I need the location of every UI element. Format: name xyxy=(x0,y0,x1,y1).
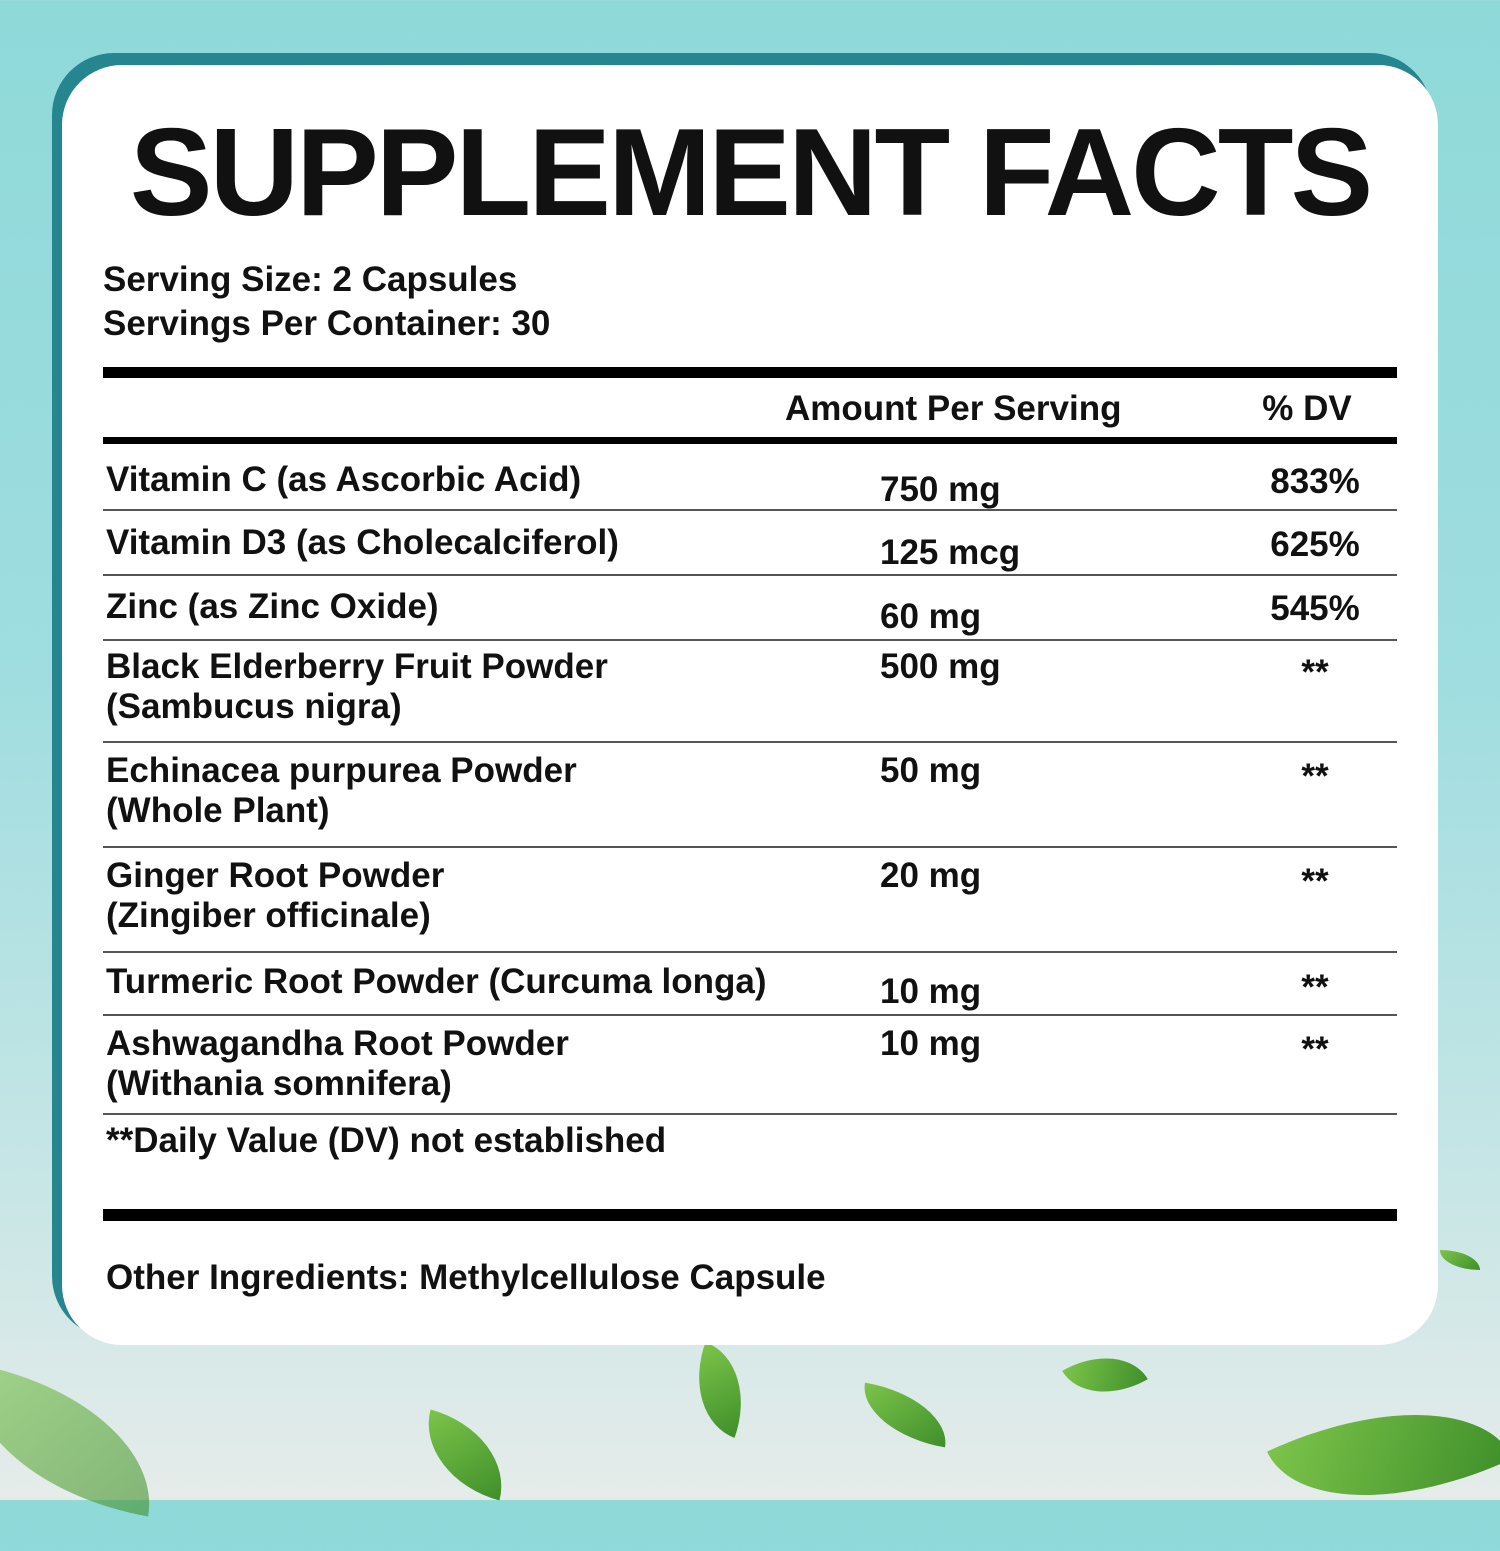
leaf-decoration xyxy=(678,1342,762,1438)
ingredient-name: Vitamin C (as Ascorbic Acid) xyxy=(106,460,582,499)
other-ingredients: Other Ingredients: Methylcellulose Capsu… xyxy=(106,1258,826,1297)
leaf-decoration xyxy=(1062,1335,1148,1415)
row-divider xyxy=(103,846,1397,848)
ingredient-name: Ashwagandha Root Powder xyxy=(106,1024,569,1063)
ingredient-name: Turmeric Root Powder (Curcuma longa) xyxy=(106,962,767,1001)
ingredient-dv: 545% xyxy=(1270,589,1360,628)
divider-thick xyxy=(103,1209,1397,1221)
ingredient-name: Zinc (as Zinc Oxide) xyxy=(106,587,439,626)
ingredient-amount: 10 mg xyxy=(880,1024,982,1063)
row-divider xyxy=(103,1113,1397,1115)
ingredient-amount: 10 mg xyxy=(880,972,982,1011)
ingredient-dv: ** xyxy=(1301,653,1329,692)
leaf-decoration xyxy=(412,1409,518,1501)
leaf-decoration xyxy=(0,1363,169,1517)
ingredient-name: Ginger Root Powder xyxy=(106,856,445,895)
row-divider xyxy=(103,1014,1397,1016)
ingredient-amount: 60 mg xyxy=(880,597,982,636)
ingredient-name: (Sambucus nigra) xyxy=(106,687,402,726)
leaf-decoration xyxy=(1440,1250,1480,1270)
page-title: SUPPLEMENT FACTS xyxy=(129,104,1373,242)
row-divider xyxy=(103,639,1397,641)
leaf-decoration xyxy=(856,1382,954,1448)
row-divider xyxy=(103,741,1397,743)
ingredient-dv: 625% xyxy=(1270,525,1360,564)
ingredient-name: Vitamin D3 (as Cholecalciferol) xyxy=(106,523,619,562)
header-dv: % DV xyxy=(1262,389,1352,428)
ingredient-name: (Zingiber officinale) xyxy=(106,896,431,935)
ingredient-amount: 20 mg xyxy=(880,856,982,895)
ingredient-dv: ** xyxy=(1301,757,1329,796)
footnote: **Daily Value (DV) not established xyxy=(106,1121,667,1160)
ingredient-dv: ** xyxy=(1301,1030,1329,1069)
ingredient-amount: 500 mg xyxy=(880,647,1001,686)
servings-per-container: Servings Per Container: 30 xyxy=(103,304,551,343)
row-divider xyxy=(103,574,1397,576)
ingredient-name: (Whole Plant) xyxy=(106,791,330,830)
row-divider xyxy=(103,951,1397,953)
ingredient-amount: 50 mg xyxy=(880,751,982,790)
header-amount: Amount Per Serving xyxy=(785,389,1122,428)
divider-thick xyxy=(103,437,1397,444)
ingredient-name: Echinacea purpurea Powder xyxy=(106,751,577,790)
ingredient-name: Black Elderberry Fruit Powder xyxy=(106,647,608,686)
ingredient-dv: ** xyxy=(1301,862,1329,901)
supplement-facts-card xyxy=(62,65,1438,1345)
serving-size: Serving Size: 2 Capsules xyxy=(103,260,518,299)
divider-thick xyxy=(103,367,1397,378)
ingredient-name: (Withania somnifera) xyxy=(106,1064,452,1103)
row-divider xyxy=(103,509,1397,511)
ingredient-amount: 125 mcg xyxy=(880,533,1021,572)
ingredient-dv: ** xyxy=(1301,968,1329,1007)
ingredient-amount: 750 mg xyxy=(880,470,1001,509)
leaf-decoration xyxy=(1267,1358,1500,1551)
ingredient-dv: 833% xyxy=(1270,462,1360,501)
